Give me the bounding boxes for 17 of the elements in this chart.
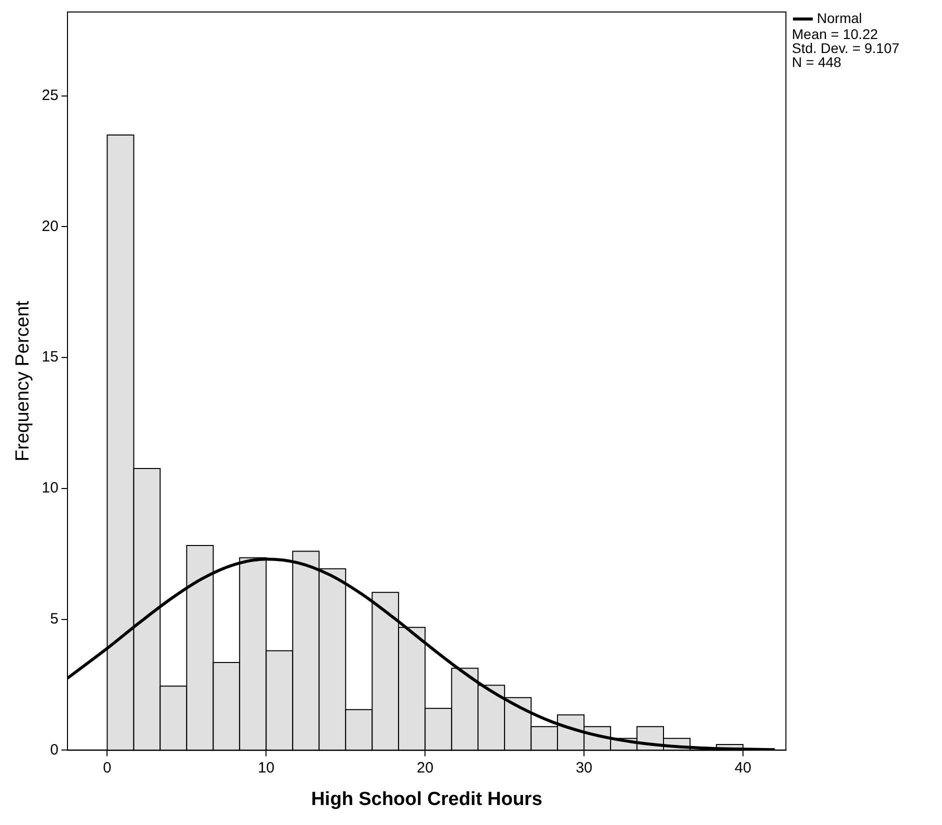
x-tick-label: 30 [576, 759, 592, 776]
y-tick-label: 15 [42, 348, 58, 366]
x-axis-title: High School Credit Hours [311, 788, 542, 810]
y-tick-label: 25 [42, 86, 58, 104]
y-tick-label: 10 [42, 480, 58, 497]
text: N = 448 [792, 54, 842, 70]
y-tick-label: 20 [42, 218, 58, 235]
y-axis-title: Frequency Percent [12, 300, 34, 462]
x-tick-label: 20 [416, 759, 434, 776]
x-tick-label: 40 [734, 759, 752, 776]
y-tick-label: 5 [50, 610, 58, 628]
x-tick-label: 0 [103, 759, 112, 776]
y-tick-label: 0 [50, 741, 58, 758]
legend-label: Normal [816, 10, 862, 26]
text: Std. Dev. = 9.107 [792, 40, 900, 56]
text: Mean = 10.22 [792, 26, 878, 42]
x-tick-label: 10 [258, 759, 274, 776]
